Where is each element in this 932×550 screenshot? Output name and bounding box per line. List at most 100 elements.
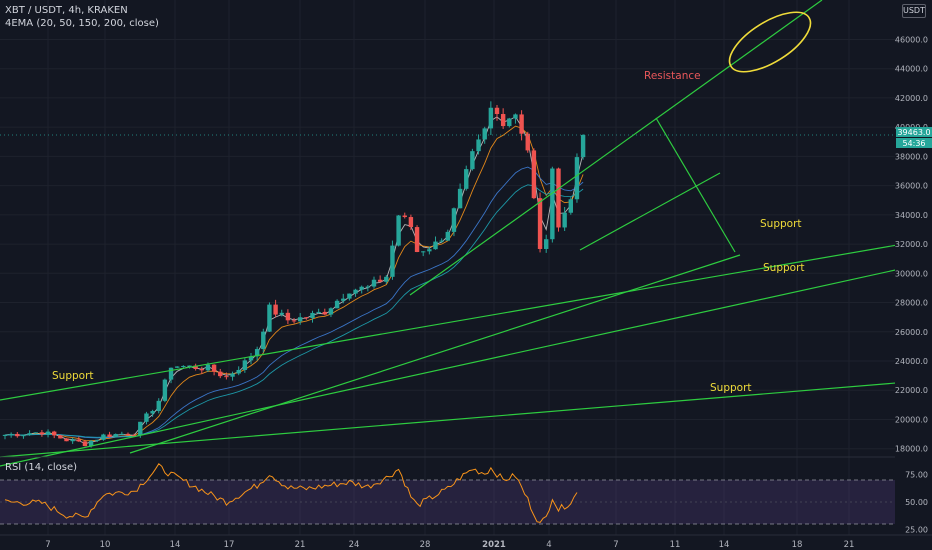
candle bbox=[236, 366, 241, 376]
trendline[interactable] bbox=[129, 254, 741, 454]
candle-body bbox=[470, 151, 475, 170]
trendline[interactable] bbox=[409, 0, 823, 296]
candle-body bbox=[162, 379, 168, 401]
candle bbox=[347, 293, 352, 301]
candle bbox=[254, 346, 260, 361]
candle-body bbox=[316, 311, 321, 313]
candle bbox=[15, 431, 20, 438]
candle bbox=[353, 288, 358, 297]
candle bbox=[291, 317, 297, 324]
candle bbox=[107, 431, 112, 438]
time-tick-label: 28 bbox=[420, 540, 431, 550]
candle-body bbox=[439, 240, 444, 242]
candle-body bbox=[322, 311, 327, 315]
candle bbox=[439, 238, 444, 243]
time-tick-label: 17 bbox=[224, 540, 235, 550]
candle-body bbox=[45, 431, 51, 435]
rsi-indicator-label[interactable]: RSI (14, close) bbox=[5, 462, 78, 473]
candle-body bbox=[254, 349, 260, 357]
candle-body bbox=[513, 114, 518, 119]
candle bbox=[39, 429, 45, 437]
trendline[interactable] bbox=[655, 117, 736, 253]
candle-body bbox=[390, 245, 395, 277]
candle-body bbox=[2, 434, 8, 436]
candle-body bbox=[298, 317, 303, 322]
candle bbox=[8, 432, 14, 438]
countdown-badge bbox=[896, 138, 932, 149]
candle-body bbox=[328, 308, 334, 315]
price-tick-label: 26000.0 bbox=[895, 328, 928, 337]
candle-body bbox=[95, 439, 100, 441]
candle bbox=[279, 309, 284, 317]
candle-body bbox=[267, 304, 272, 332]
currency-button[interactable]: USDT bbox=[902, 4, 926, 18]
support-label-2: Support bbox=[763, 262, 805, 274]
time-tick-label: 10 bbox=[100, 540, 111, 550]
candle-body bbox=[230, 373, 235, 377]
candle bbox=[457, 183, 463, 209]
candle-body bbox=[8, 433, 14, 435]
candle bbox=[525, 131, 530, 153]
candle bbox=[156, 398, 161, 414]
candle-body bbox=[119, 433, 125, 435]
trendline[interactable] bbox=[0, 238, 932, 401]
candle-body bbox=[150, 411, 155, 414]
ema-20-line bbox=[4, 116, 584, 445]
candle-body bbox=[64, 438, 69, 442]
candle-body bbox=[187, 365, 192, 367]
countdown-value: 54:36 bbox=[902, 139, 925, 148]
candle-body bbox=[211, 364, 217, 372]
candle-body bbox=[58, 435, 63, 439]
candle bbox=[113, 433, 118, 438]
candle-body bbox=[568, 199, 573, 213]
candle-body bbox=[396, 215, 401, 246]
candle-body bbox=[156, 400, 161, 412]
candle bbox=[507, 117, 512, 128]
candle-body bbox=[131, 435, 137, 437]
candle-body bbox=[175, 366, 180, 368]
candle-body bbox=[574, 157, 580, 200]
candle-body bbox=[168, 367, 174, 380]
candle-body bbox=[101, 434, 106, 440]
candle bbox=[408, 214, 414, 231]
candle bbox=[261, 328, 266, 353]
candle-body bbox=[562, 212, 567, 228]
candle-body bbox=[273, 304, 278, 315]
candle bbox=[513, 113, 518, 124]
candle-body bbox=[33, 432, 38, 434]
candle bbox=[470, 148, 475, 171]
candle bbox=[464, 165, 469, 191]
candle bbox=[334, 299, 340, 309]
candle-body bbox=[500, 114, 506, 127]
candle bbox=[519, 110, 524, 141]
candle bbox=[574, 153, 580, 203]
target-ellipse-drawing[interactable] bbox=[720, 1, 819, 84]
candle-body bbox=[181, 365, 186, 367]
price-tick-label: 30000.0 bbox=[895, 269, 928, 278]
trendline[interactable] bbox=[0, 261, 932, 467]
trendline[interactable] bbox=[579, 172, 721, 251]
candle bbox=[359, 285, 364, 294]
symbol-title: XBT / USDT, 4h, KRAKEN bbox=[5, 5, 128, 16]
candle-body bbox=[347, 293, 352, 299]
price-tick-label: 22000.0 bbox=[895, 386, 928, 395]
ema-indicator-label[interactable]: 4EMA (20, 50, 150, 200, close) bbox=[5, 18, 159, 29]
candle-body bbox=[445, 231, 450, 241]
candle-body bbox=[199, 368, 204, 371]
candle-body bbox=[408, 217, 414, 228]
candle bbox=[82, 439, 88, 447]
candle bbox=[414, 225, 420, 253]
time-tick-label: 18 bbox=[792, 540, 803, 550]
candle-body bbox=[248, 356, 254, 361]
candle-body bbox=[359, 286, 364, 290]
candle bbox=[451, 207, 457, 237]
candle-body bbox=[427, 249, 432, 252]
price-axis[interactable] bbox=[895, 0, 932, 550]
time-tick-label: 7 bbox=[45, 540, 50, 550]
time-axis[interactable] bbox=[0, 535, 932, 550]
last-price-badge bbox=[896, 127, 932, 138]
trendline[interactable] bbox=[0, 379, 932, 458]
candle-body bbox=[519, 114, 524, 134]
